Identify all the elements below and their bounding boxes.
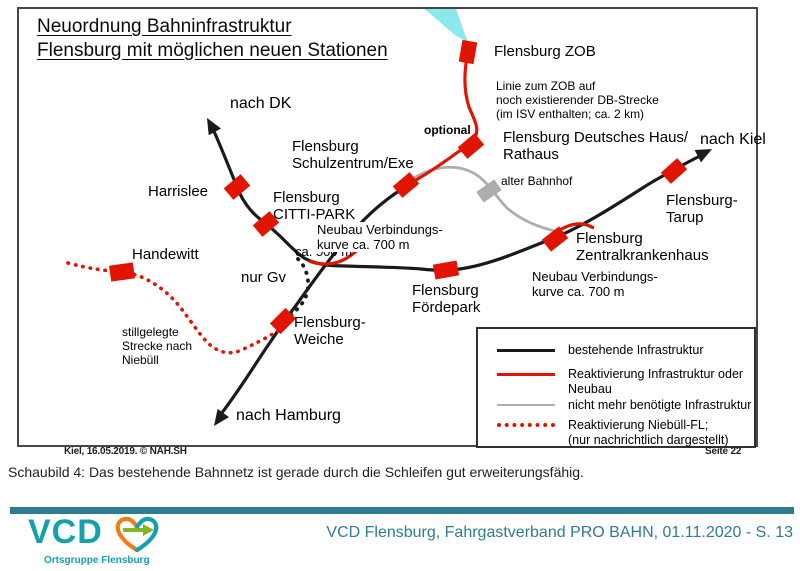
legend-label: Reaktivierung Infrastruktur oder Neubau [568, 367, 744, 396]
label-nach-hamburg: nach Hamburg [236, 407, 341, 424]
label-alter-bahnhof: alter Bahnhof [501, 174, 573, 188]
label-nach-kiel: nach Kiel [700, 131, 766, 148]
note-zob-line: Linie zum ZOB auf noch existierender DB-… [496, 79, 659, 121]
legend-row-reactivation: Reaktivierung Infrastruktur oder Neubau [497, 367, 743, 396]
note-neubau-kurve-ost: Neubau Verbindungs- kurve ca. 700 m [532, 269, 658, 299]
note-stillgelegte-strecke: stillgelegte Strecke nach Niebüll [122, 325, 193, 367]
vcd-logo-text: VCD [28, 513, 103, 551]
legend-swatch-red-dotted-line [497, 423, 555, 427]
footer-credit: VCD Flensburg, Fahrgastverband PRO BAHN,… [326, 524, 793, 541]
legend-row-unneeded: nicht mehr benötigte Infrastruktur [497, 398, 751, 413]
legend-row-niebuell: Reaktivierung Niebüll-FL; (nur nachricht… [497, 418, 729, 447]
station-label-citti-park: Flensburg CITTI-PARK [273, 189, 356, 223]
station-label-zentralkrankenhaus: Flensburg Zentralkrankenhaus [576, 230, 709, 264]
slide-title-line1: Neuordnung Bahninfrastruktur [37, 16, 292, 37]
note-neubau-kurve-west: Neubau Verbindungs- kurve ca. 700 m [317, 222, 443, 252]
figure-caption: Schaubild 4: Das bestehende Bahnnetz ist… [8, 464, 584, 480]
slide-credit: Kiel, 16.05.2019. © NAH.SH [64, 446, 187, 457]
station-label-harrislee: Harrislee [148, 183, 209, 200]
legend-swatch-black-line [497, 349, 555, 352]
legend-swatch-red-line [497, 373, 555, 376]
station-label-schulzentrum: Flensburg Schulzentrum/Exe [292, 138, 414, 172]
slide-title: Neuordnung Bahninfrastruktur Flensburg m… [37, 15, 388, 63]
vcd-logo-subtext: Ortsgruppe Flensburg [44, 555, 150, 566]
legend-row-existing: bestehende Infrastruktur [497, 343, 704, 358]
label-nach-dk: nach DK [230, 95, 292, 112]
station-label-weiche: Flensburg- Weiche [294, 314, 366, 348]
vcd-heart-logo-icon [115, 516, 159, 553]
legend-label: bestehende Infrastruktur [568, 343, 704, 357]
station-label-deutsches-haus: Flensburg Deutsches Haus/ Rathaus [503, 129, 689, 163]
station-label-foerdepark: Flensburg Fördepark [412, 282, 481, 316]
slide-title-line2: Flensburg mit möglichen neuen Stationen [37, 40, 388, 61]
legend-label: Reaktivierung Niebüll-FL; (nur nachricht… [568, 418, 729, 447]
slide-page-note: Seite 22 [705, 446, 742, 457]
station-label-handewitt: Handewitt [132, 246, 199, 263]
footer-divider-bar [10, 507, 794, 514]
station-label-tarup: Flensburg- Tarup [666, 192, 738, 226]
legend-box: bestehende Infrastruktur Reaktivierung I… [476, 327, 756, 448]
label-optional: optional [424, 123, 471, 137]
station-label-zob: Flensburg ZOB [494, 43, 596, 60]
legend-label: nicht mehr benötigte Infrastruktur [568, 398, 752, 412]
label-nur-gv: nur Gv [241, 269, 287, 286]
legend-swatch-gray-line [497, 404, 555, 406]
